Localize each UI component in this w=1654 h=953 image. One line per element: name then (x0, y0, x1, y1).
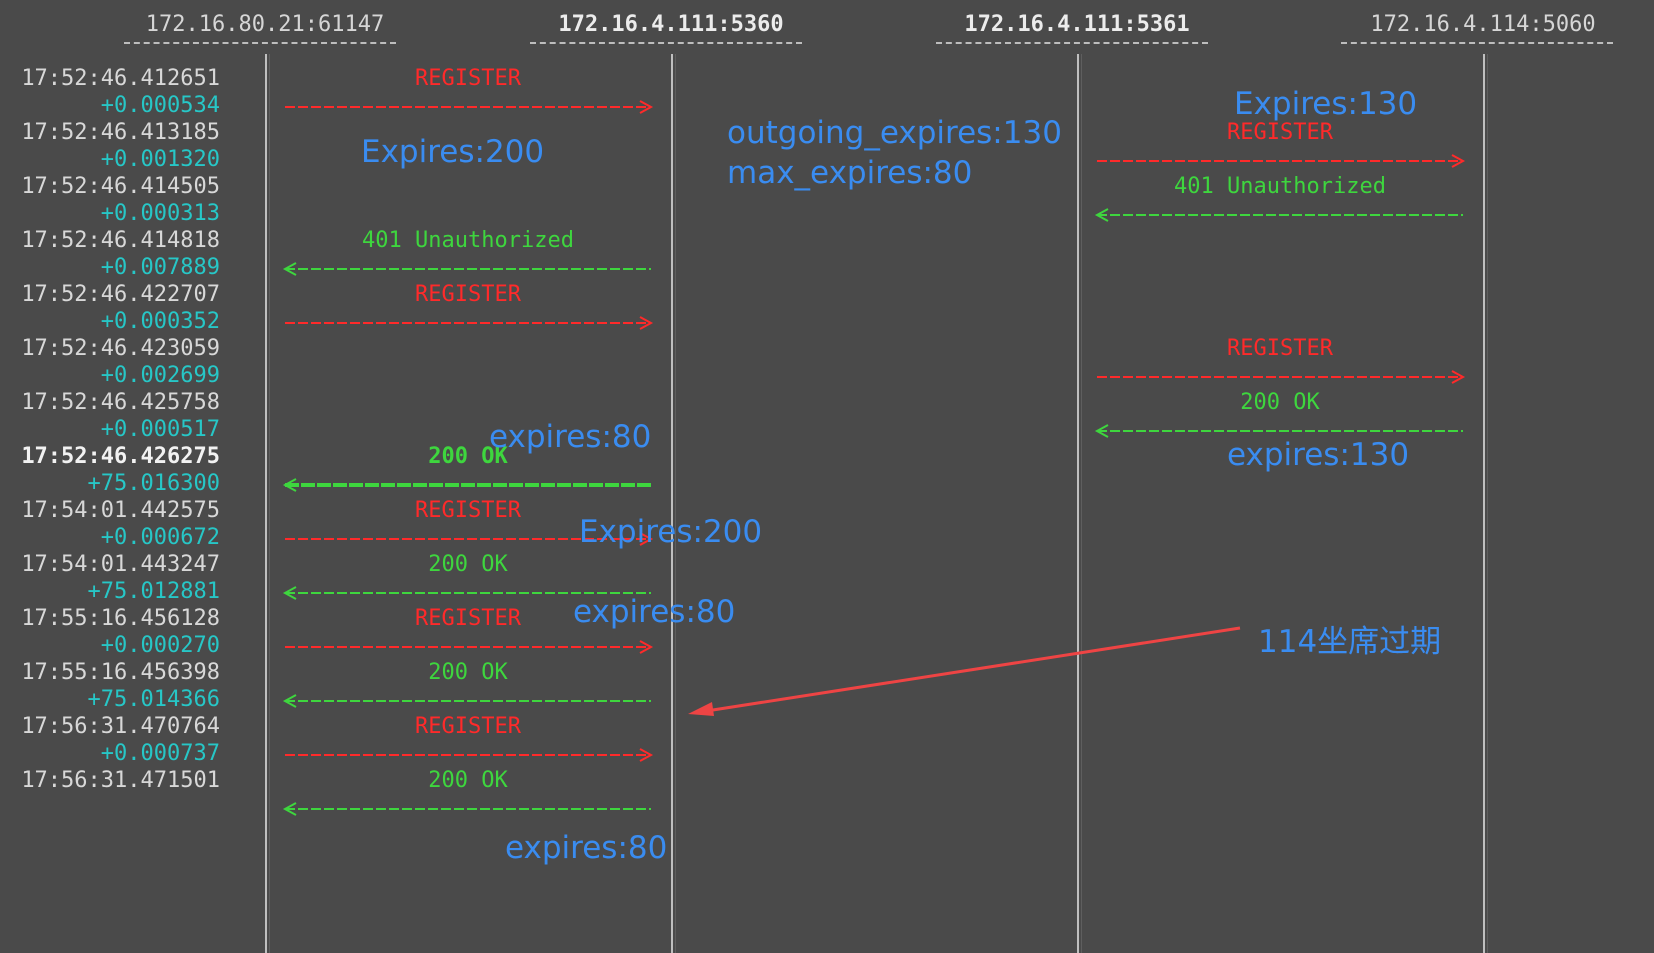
response-label: 200 OK (428, 552, 508, 577)
message-arrow-head (1094, 208, 1109, 222)
annotation-expires-80-second: expires:80 (573, 594, 736, 630)
message-arrow-head (282, 802, 297, 816)
host-header-underline-2 (530, 42, 802, 44)
lifeline-host-4 (1483, 54, 1488, 953)
timestamp: 17:56:31.471501 (21, 768, 220, 793)
pointer-arrow-shaft (699, 626, 1241, 714)
host-header-underline-4 (1341, 42, 1613, 44)
time-delta: +0.000352 (100, 309, 220, 334)
annotation-outgoing-expires: outgoing_expires:130 (727, 115, 1062, 151)
timestamp: 17:54:01.443247 (21, 552, 220, 577)
timestamp: 17:52:46.414505 (21, 174, 220, 199)
annotation-expires-130-top: Expires:130 (1234, 86, 1418, 122)
host-header-1: 172.16.80.21:61147 (145, 12, 385, 37)
message-arrow-head (639, 100, 654, 114)
timestamp: 17:52:46.412651 (21, 66, 220, 91)
annotation-max-expires: max_expires:80 (727, 155, 973, 191)
time-delta: +0.000737 (100, 741, 220, 766)
timestamp: 17:56:31.470764 (21, 714, 220, 739)
message-arrow-head (1451, 154, 1466, 168)
time-delta: +0.000313 (100, 201, 220, 226)
response-label: 200 OK (1240, 390, 1320, 415)
time-delta: +0.002699 (100, 363, 220, 388)
time-delta: +0.000270 (100, 633, 220, 658)
time-delta: +75.012881 (87, 579, 220, 604)
lifeline-host-2 (671, 54, 676, 953)
timestamp: 17:52:46.426275 (21, 444, 220, 469)
request-label: REGISTER (1227, 336, 1333, 361)
response-label: 401 Unauthorized (362, 228, 574, 253)
request-label: REGISTER (1227, 120, 1333, 145)
annotation-expires-130-ok: expires:130 (1227, 437, 1410, 473)
timestamp: 17:52:46.413185 (21, 120, 220, 145)
annotation-expires-80-last: expires:80 (505, 830, 668, 866)
response-label: 200 OK (428, 768, 508, 793)
timestamp: 17:55:16.456128 (21, 606, 220, 631)
message-arrow-head (1451, 370, 1466, 384)
request-label: REGISTER (415, 282, 521, 307)
message-arrow-head (639, 532, 654, 546)
request-label: REGISTER (415, 714, 521, 739)
annotation-expires-80-first: expires:80 (489, 419, 652, 455)
timestamp: 17:52:46.425758 (21, 390, 220, 415)
annotation-expires-200-top: Expires:200 (361, 134, 545, 170)
host-header-underline-1 (124, 42, 396, 44)
message-arrow-head (282, 694, 297, 708)
message-arrow-head (282, 586, 297, 600)
message-arrow-head (282, 478, 297, 492)
annotation-expires-config: outgoing_expires:130 max_expires:80 (727, 113, 1062, 193)
annotation-seat-expired: 114坐席过期 (1258, 624, 1442, 660)
lifeline-host-1 (265, 54, 270, 953)
message-arrow-head (282, 262, 297, 276)
timestamp: 17:52:46.422707 (21, 282, 220, 307)
message-arrow-head (639, 640, 654, 654)
lifeline-host-3 (1077, 54, 1082, 953)
request-label: REGISTER (415, 498, 521, 523)
message-arrow-head (639, 316, 654, 330)
timestamp: 17:55:16.456398 (21, 660, 220, 685)
time-delta: +75.016300 (87, 471, 220, 496)
host-header-3: 172.16.4.111:5361 (964, 12, 1190, 37)
time-delta: +0.007889 (100, 255, 220, 280)
message-arrow-head (639, 748, 654, 762)
timestamp: 17:52:46.423059 (21, 336, 220, 361)
request-label: REGISTER (415, 606, 521, 631)
time-delta: +0.000517 (100, 417, 220, 442)
host-header-underline-3 (936, 42, 1208, 44)
host-header-4: 172.16.4.114:5060 (1370, 12, 1596, 37)
response-label: 200 OK (428, 444, 508, 469)
time-delta: +0.000672 (100, 525, 220, 550)
host-header-2: 172.16.4.111:5360 (558, 12, 784, 37)
timestamp: 17:52:46.414818 (21, 228, 220, 253)
time-delta: +75.014366 (87, 687, 220, 712)
pointer-arrow-head (688, 702, 714, 716)
response-label: 200 OK (428, 660, 508, 685)
message-arrow-head (1094, 424, 1109, 438)
response-label: 401 Unauthorized (1174, 174, 1386, 199)
request-label: REGISTER (415, 66, 521, 91)
time-delta: +0.001320 (100, 147, 220, 172)
annotation-expires-200-second: Expires:200 (579, 514, 763, 550)
timestamp: 17:54:01.442575 (21, 498, 220, 523)
time-delta: +0.000534 (100, 93, 220, 118)
